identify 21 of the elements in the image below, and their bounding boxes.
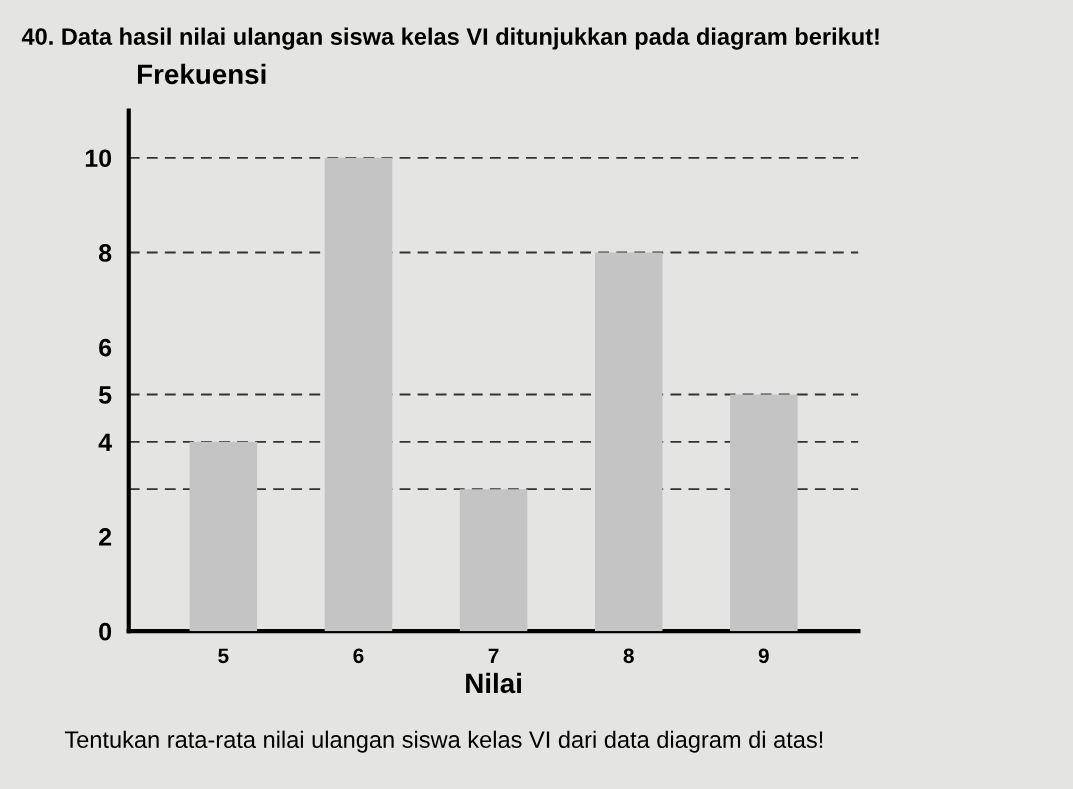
- y-tick-label: 4: [98, 433, 112, 451]
- chart-title: 40. Data hasil nilai ulangan siswa kelas VI ditunjukkan pada diagram berikut!: [21, 27, 879, 50]
- y-tick-label: 0: [99, 622, 112, 641]
- text: Tentukan rata-rata nilai ulangan siswa kelas VI dari data diagram di atas!: [64, 730, 823, 753]
- bar: [459, 489, 528, 632]
- y-tick-label: 8: [98, 244, 112, 262]
- x-axis-title: Nilai: [466, 672, 521, 694]
- bar: [324, 157, 393, 632]
- y-tick-label: 10: [85, 149, 112, 168]
- x-tick-label: 7: [488, 648, 499, 663]
- y-tick-label: 5: [98, 386, 112, 404]
- x-tick-label: 5: [218, 648, 229, 664]
- bar: [730, 394, 798, 632]
- x-tick-label: 9: [758, 648, 769, 664]
- x-tick-label: 6: [353, 648, 364, 664]
- x-tick-label: 8: [623, 648, 634, 664]
- bar: [189, 441, 258, 632]
- y-tick-label: 2: [99, 528, 112, 546]
- bar: [594, 252, 663, 632]
- y-tick-label: 6: [99, 338, 112, 357]
- y-axis-title: Frekuensi: [137, 63, 266, 85]
